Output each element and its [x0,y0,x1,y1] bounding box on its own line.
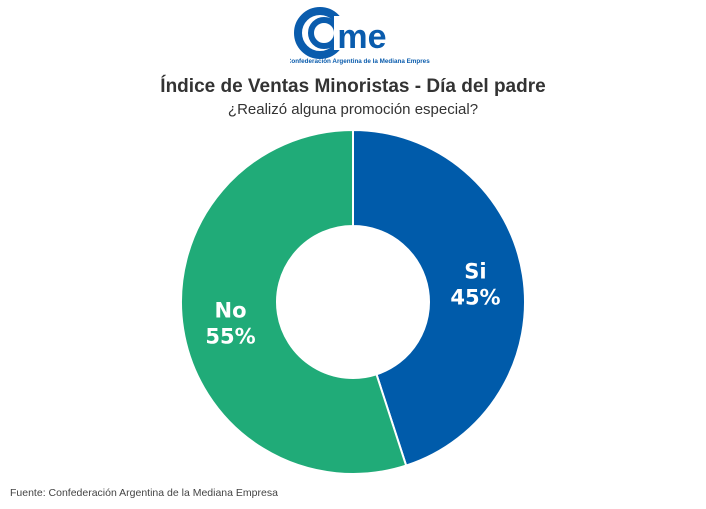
slice-value-no: 55% [205,324,255,348]
slice-no [180,128,408,475]
source-note: Fuente: Confederación Argentina de la Me… [10,487,278,499]
chart-title: Índice de Ventas Minoristas - Día del pa… [160,76,546,97]
slice-value-si: 45% [450,286,500,310]
chart-subtitle: ¿Realizó alguna promoción especial? [227,101,479,118]
slice-label-no: No [215,298,247,322]
svg-text:me: me [337,18,386,56]
svg-text:Confederación Argentina de la: Confederación Argentina de la Mediana Em… [290,58,430,65]
came-logo: me Confederación Argentina de la Mediana… [290,7,430,65]
slice-label-si: Si [464,260,486,284]
slice-si [352,128,527,467]
